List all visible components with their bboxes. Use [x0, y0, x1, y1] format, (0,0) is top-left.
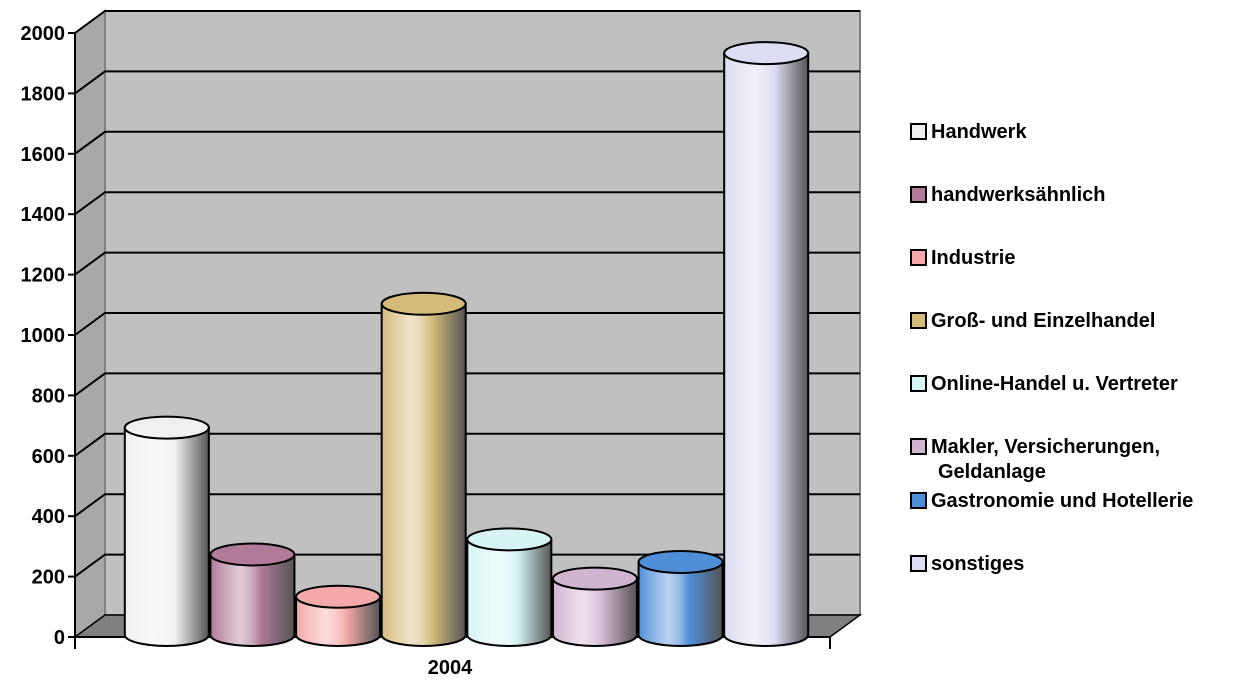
gridline	[74, 432, 860, 457]
y-tick-label: 1800	[21, 83, 66, 105]
bar-4	[380, 291, 467, 647]
bar-2	[209, 542, 296, 647]
legend-swatch	[910, 312, 927, 329]
legend-label: Industrie	[931, 247, 1015, 269]
bar-3	[295, 584, 382, 647]
gridline	[74, 191, 860, 216]
legend-label: handwerksähnlich	[931, 184, 1106, 206]
bar-top	[380, 291, 467, 316]
y-tick-label: 2000	[21, 23, 66, 45]
y-tick-label: 1600	[21, 144, 66, 166]
legend-label: Online-Handel u. Vertreter	[931, 373, 1178, 395]
y-tick-label: 600	[32, 446, 65, 468]
legend-swatch	[910, 555, 927, 572]
y-tick-label: 1000	[21, 325, 66, 347]
gridline	[74, 372, 860, 397]
y-tick-label: 0	[54, 627, 65, 649]
bar-top	[123, 415, 210, 440]
legend-swatch	[910, 492, 927, 509]
gridline	[74, 312, 860, 336]
legend-swatch	[910, 438, 927, 455]
bar-5	[466, 527, 553, 647]
bar-top	[295, 584, 382, 609]
legend-label: Makler, Versicherungen, Geldanlage	[931, 436, 1160, 483]
gridline	[74, 70, 860, 95]
legend-item: Groß- und Einzelhandel	[910, 310, 1155, 332]
bar-6	[551, 566, 638, 647]
gridline	[74, 493, 860, 518]
legend-label: Handwerk	[931, 121, 1027, 143]
gridline	[74, 553, 860, 578]
y-tick-label: 1400	[21, 204, 66, 226]
bar-top	[209, 542, 296, 567]
y-tick-label: 1200	[21, 265, 66, 287]
bar-top	[466, 527, 553, 552]
x-category-label: 2004	[428, 657, 473, 679]
bar-7	[637, 549, 724, 647]
bar-top	[723, 41, 810, 66]
legend-item: Handwerk	[910, 121, 1027, 143]
gridline	[74, 251, 860, 276]
legend-swatch	[910, 123, 927, 140]
legend-item: Gastronomie und Hotellerie	[910, 490, 1193, 512]
legend-swatch	[910, 186, 927, 203]
legend-item: sonstiges	[910, 553, 1024, 575]
bar-1	[123, 415, 210, 647]
y-tick-label: 800	[32, 385, 65, 407]
gridline	[74, 10, 860, 34]
legend-swatch	[910, 249, 927, 266]
legend-item: Industrie	[910, 247, 1015, 269]
legend-item: handwerksähnlich	[910, 184, 1106, 206]
legend-label: Gastronomie und Hotellerie	[931, 490, 1193, 512]
legend-swatch	[910, 375, 927, 392]
legend-label: Groß- und Einzelhandel	[931, 310, 1155, 332]
bar-top	[637, 549, 724, 574]
bar-top	[551, 566, 638, 591]
legend-item: Online-Handel u. Vertreter	[910, 373, 1178, 395]
y-tick-label: 200	[32, 567, 65, 589]
bar-8	[723, 41, 810, 647]
legend-label: sonstiges	[931, 553, 1024, 575]
y-tick-label: 400	[32, 506, 65, 528]
gridline	[74, 130, 860, 155]
legend-item: Makler, Versicherungen, Geldanlage	[910, 436, 1160, 483]
